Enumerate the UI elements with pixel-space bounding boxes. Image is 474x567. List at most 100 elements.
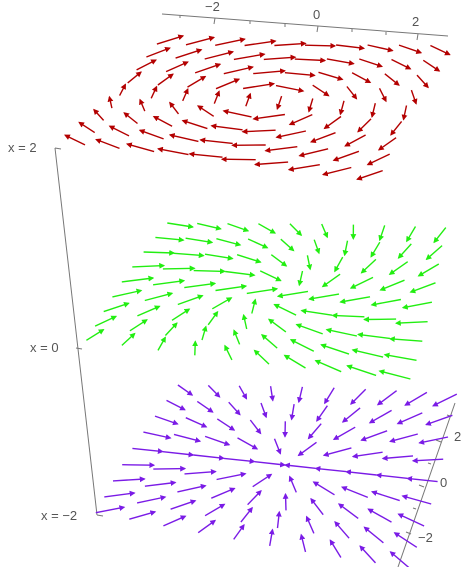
vector-arrow: [173, 433, 202, 443]
vector-arrow: [245, 92, 252, 107]
vector-arrow: [177, 294, 204, 306]
vector-arrow: [304, 42, 337, 49]
vector-arrow: [216, 238, 242, 247]
vector-arrow: [125, 142, 155, 153]
vector-arrow: [391, 58, 412, 70]
vector-arrow: [305, 515, 315, 534]
vector-arrow: [199, 137, 233, 145]
vector-arrow: [313, 239, 321, 255]
vector-arrow: [383, 352, 417, 361]
vector-arrow: [254, 461, 286, 468]
vector-arrow: [273, 303, 297, 316]
vector-arrow: [417, 263, 440, 277]
vector-arrow: [153, 465, 187, 472]
vector-arrow: [192, 340, 199, 356]
vector-arrow: [220, 156, 256, 163]
vector-arrow: [207, 310, 219, 326]
vector-arrow: [185, 417, 208, 428]
right-axis-tick: [405, 531, 412, 535]
vector-arrow: [197, 105, 215, 117]
vector-arrow: [268, 528, 275, 547]
vector-arrow: [170, 499, 197, 510]
vector-arrow: [357, 118, 372, 133]
vector-arrow: [332, 426, 356, 441]
vector-arrow: [108, 125, 130, 137]
vector-arrow: [393, 532, 418, 548]
vector-arrow: [162, 451, 195, 458]
vector-arrow: [184, 281, 217, 289]
vector-arrow: [346, 86, 358, 100]
vector-arrow: [254, 161, 289, 168]
vector-arrow: [378, 87, 387, 103]
vector-arrow: [224, 344, 233, 361]
vector-arrow: [368, 409, 392, 424]
vector-arrow: [139, 98, 146, 112]
vector-arrow: [337, 503, 359, 519]
vector-arrow: [215, 37, 246, 46]
vector-arrow: [344, 134, 366, 147]
vector-arrow: [336, 44, 366, 51]
left-axis-tick: [54, 147, 62, 150]
vector-arrow: [338, 100, 345, 116]
vector-arrow: [270, 254, 288, 267]
vector-arrow: [233, 329, 241, 345]
vector-arrow: [334, 521, 350, 539]
vector-arrow: [144, 291, 174, 302]
vector-arrow: [121, 332, 136, 346]
vector-arrow: [247, 489, 262, 506]
vector-arrow: [137, 305, 161, 317]
vector-arrow: [342, 240, 349, 257]
vector-arrow: [267, 318, 287, 333]
vector-arrow: [389, 433, 418, 444]
vector-arrow: [78, 121, 96, 134]
vector-arrow: [185, 35, 216, 46]
top-axis-tick: [416, 33, 419, 41]
vector-arrow: [107, 95, 114, 109]
vector-arrow: [153, 278, 186, 286]
left-axis-line: [54, 147, 98, 516]
vector-arrow: [321, 223, 329, 239]
vector-arrow: [323, 115, 342, 130]
right-tick-label-neg2: −2: [418, 530, 433, 545]
vector-arrow: [389, 551, 410, 567]
vector-arrow: [155, 236, 185, 243]
vector-arrow: [299, 533, 307, 553]
vector-arrow: [274, 40, 307, 47]
vector-arrow: [349, 276, 374, 289]
right-axis-tick: [412, 507, 417, 510]
vector-arrow: [188, 151, 223, 158]
vector-arrow: [432, 393, 458, 407]
vector-arrow: [367, 508, 392, 523]
vector-arrow: [240, 506, 253, 523]
vector-arrow: [223, 65, 254, 75]
vector-arrow: [175, 48, 203, 59]
right-axis-tick: [435, 439, 442, 443]
vector-arrow: [259, 270, 282, 282]
vector-arrow: [252, 473, 273, 488]
vector-arrow: [379, 279, 405, 291]
vector-arrow: [397, 513, 425, 527]
vector-arrow: [95, 505, 126, 514]
vector-arrow: [351, 451, 383, 459]
vector-arrow: [308, 293, 340, 302]
vector-arrow: [316, 405, 328, 422]
vector-arrow: [201, 325, 208, 341]
vector-arrow: [298, 148, 329, 158]
vector-arrow: [406, 475, 438, 483]
vector-arrow: [236, 254, 262, 264]
vector-arrow: [320, 343, 350, 355]
vector-arrow: [163, 515, 187, 527]
vector-arrow: [228, 401, 241, 416]
vector-arrow: [275, 84, 305, 93]
slice-label-x2: x = 2: [8, 140, 37, 155]
vector-arrow: [297, 441, 317, 457]
vector-arrow: [410, 89, 418, 105]
vector-arrow: [223, 457, 256, 465]
vector-arrow: [112, 476, 146, 483]
vector-arrow: [187, 75, 207, 88]
vector-arrow: [263, 54, 297, 61]
vector-arrow: [288, 475, 297, 493]
vector-arrow: [132, 447, 164, 455]
vector-arrow: [312, 84, 330, 97]
vector-arrow: [297, 386, 304, 404]
